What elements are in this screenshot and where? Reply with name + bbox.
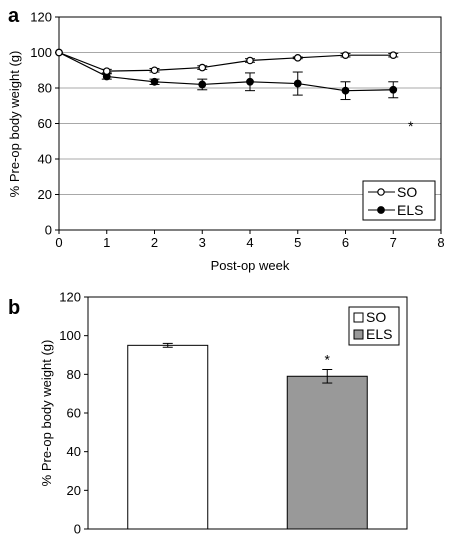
y-tick-label: 120 xyxy=(59,290,81,305)
y-tick-label: 100 xyxy=(30,45,52,60)
y-tick-label: 60 xyxy=(38,116,52,131)
legend: SO ELS xyxy=(348,306,400,346)
y-tick-label: 80 xyxy=(38,81,52,96)
x-tick-label: 4 xyxy=(246,235,253,250)
data-point xyxy=(389,51,398,59)
series-line xyxy=(58,51,394,72)
x-tick-label: 6 xyxy=(342,235,349,250)
data-point xyxy=(246,77,254,86)
y-tick-label: 60 xyxy=(67,406,81,421)
y-tick-label: 0 xyxy=(45,223,52,238)
data-point xyxy=(341,51,350,59)
y-tick-label: 120 xyxy=(30,10,52,25)
y-ticks: 0 20 40 60 80 100 120 xyxy=(30,10,59,238)
x-tick-label: 0 xyxy=(55,235,62,250)
panel-b-label: b xyxy=(8,297,20,319)
data-point xyxy=(150,77,159,86)
data-point xyxy=(246,56,254,65)
x-tick-label: 1 xyxy=(103,235,110,250)
legend-label-els: ELS xyxy=(397,202,423,218)
series-so xyxy=(55,48,399,75)
x-ticks: 0 1 2 3 4 5 6 7 8 xyxy=(55,230,445,250)
x-tick-label: 2 xyxy=(151,235,158,250)
x-tick-label: 5 xyxy=(294,235,301,250)
y-tick-label: 20 xyxy=(38,187,52,202)
y-ticks: 0 20 40 60 80 100 120 xyxy=(59,290,88,537)
data-point xyxy=(198,80,207,89)
legend-marker-els xyxy=(377,206,385,214)
x-tick-label: 3 xyxy=(199,235,206,250)
data-point xyxy=(341,86,350,95)
y-axis-label: % Pre-op body weight (g) xyxy=(39,340,54,487)
x-tick-label: 7 xyxy=(390,235,397,250)
data-point xyxy=(389,85,398,94)
x-axis-label: Post-op week xyxy=(211,258,290,273)
data-point xyxy=(198,63,207,72)
legend-label-so: SO xyxy=(366,309,386,325)
panel-a-label: a xyxy=(8,5,20,27)
data-point xyxy=(293,54,302,62)
y-tick-label: 40 xyxy=(67,444,81,459)
data-point xyxy=(293,79,302,88)
panel-b: b 0 20 40 60 80 100 120 * % Pre-op body weight… xyxy=(8,290,408,537)
legend-label-so: SO xyxy=(397,184,417,200)
data-point xyxy=(102,67,111,75)
significance-star: * xyxy=(408,118,414,134)
series-group xyxy=(55,48,399,101)
significance-star: * xyxy=(325,352,331,368)
data-point xyxy=(55,48,63,57)
panel-a: a 0 20 40 60 80 100 120 0 1 2 3 4 5 6 7 8 Post-op week… xyxy=(7,5,445,273)
y-tick-label: 0 xyxy=(74,522,81,537)
bars-group: * xyxy=(127,342,368,530)
x-tick-label: 8 xyxy=(437,235,444,250)
y-tick-label: 40 xyxy=(38,152,52,167)
legend-swatch-so xyxy=(353,312,364,323)
legend-label-els: ELS xyxy=(366,326,392,342)
y-tick-label: 100 xyxy=(59,328,81,343)
y-axis-label: % Pre-op body weight (g) xyxy=(7,51,22,198)
legend-swatch-els xyxy=(353,329,364,340)
legend-marker-so xyxy=(377,188,385,196)
legend: SO ELS xyxy=(362,180,436,221)
bar-so xyxy=(127,344,209,530)
data-point xyxy=(150,66,159,75)
y-tick-label: 80 xyxy=(67,367,81,382)
bar-els xyxy=(286,375,368,530)
legend-box xyxy=(362,180,436,221)
y-tick-label: 20 xyxy=(67,483,81,498)
series-line xyxy=(58,51,394,92)
